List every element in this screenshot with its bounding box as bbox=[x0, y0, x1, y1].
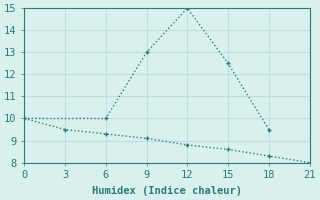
X-axis label: Humidex (Indice chaleur): Humidex (Indice chaleur) bbox=[92, 186, 242, 196]
